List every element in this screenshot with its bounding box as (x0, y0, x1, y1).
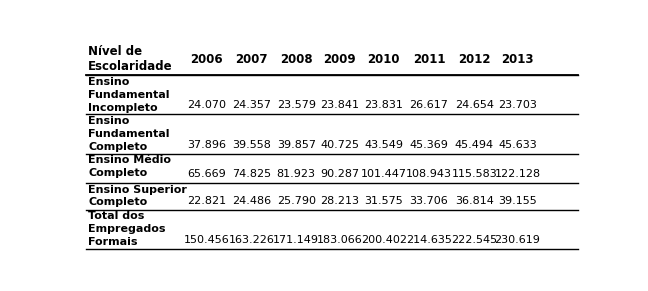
Text: 150.456: 150.456 (183, 235, 229, 245)
Text: 74.825: 74.825 (232, 169, 272, 179)
Text: 45.494: 45.494 (455, 140, 494, 150)
Text: 24.357: 24.357 (232, 100, 272, 110)
Text: Ensino
Fundamental
Incompleto: Ensino Fundamental Incompleto (88, 77, 170, 113)
Text: 24.070: 24.070 (187, 100, 226, 110)
Text: 163.226: 163.226 (229, 235, 275, 245)
Text: 115.583: 115.583 (452, 169, 497, 179)
Text: Nível de
Escolaridade: Nível de Escolaridade (88, 45, 172, 73)
Text: 214.635: 214.635 (406, 235, 452, 245)
Text: 45.369: 45.369 (410, 140, 448, 150)
Text: 26.617: 26.617 (410, 100, 448, 110)
Text: 81.923: 81.923 (277, 169, 316, 179)
Text: 2007: 2007 (235, 53, 268, 66)
Text: 43.549: 43.549 (364, 140, 403, 150)
Text: 39.558: 39.558 (233, 140, 271, 150)
Text: 37.896: 37.896 (187, 140, 226, 150)
Text: Ensino Médio
Completo: Ensino Médio Completo (88, 155, 171, 178)
Text: Total dos
Empregados
Formais: Total dos Empregados Formais (88, 212, 165, 247)
Text: 65.669: 65.669 (187, 169, 226, 179)
Text: 2013: 2013 (501, 53, 534, 66)
Text: Ensino
Fundamental
Completo: Ensino Fundamental Completo (88, 116, 170, 152)
Text: 122.128: 122.128 (494, 169, 540, 179)
Text: 101.447: 101.447 (361, 169, 407, 179)
Text: 2008: 2008 (280, 53, 312, 66)
Text: 90.287: 90.287 (320, 169, 359, 179)
Text: 24.654: 24.654 (455, 100, 494, 110)
Text: 39.857: 39.857 (277, 140, 316, 150)
Text: 23.579: 23.579 (277, 100, 316, 110)
Text: 23.831: 23.831 (364, 100, 403, 110)
Text: 183.066: 183.066 (317, 235, 362, 245)
Text: 25.790: 25.790 (277, 196, 316, 206)
Text: 22.821: 22.821 (187, 196, 226, 206)
Text: 40.725: 40.725 (320, 140, 359, 150)
Text: 2006: 2006 (191, 53, 223, 66)
Text: 36.814: 36.814 (455, 196, 494, 206)
Text: 230.619: 230.619 (494, 235, 540, 245)
Text: 33.706: 33.706 (410, 196, 448, 206)
Text: 222.545: 222.545 (451, 235, 497, 245)
Text: 28.213: 28.213 (320, 196, 359, 206)
Text: 171.149: 171.149 (273, 235, 319, 245)
Text: 39.155: 39.155 (498, 196, 537, 206)
Text: 2011: 2011 (413, 53, 445, 66)
Text: 2009: 2009 (323, 53, 356, 66)
Text: Ensino Superior
Completo: Ensino Superior Completo (88, 184, 187, 207)
Text: 24.486: 24.486 (232, 196, 272, 206)
Text: 45.633: 45.633 (498, 140, 537, 150)
Text: 2010: 2010 (367, 53, 400, 66)
Text: 200.402: 200.402 (361, 235, 407, 245)
Text: 23.841: 23.841 (320, 100, 359, 110)
Text: 23.703: 23.703 (498, 100, 537, 110)
Text: 2012: 2012 (458, 53, 491, 66)
Text: 31.575: 31.575 (364, 196, 403, 206)
Text: 108.943: 108.943 (406, 169, 452, 179)
